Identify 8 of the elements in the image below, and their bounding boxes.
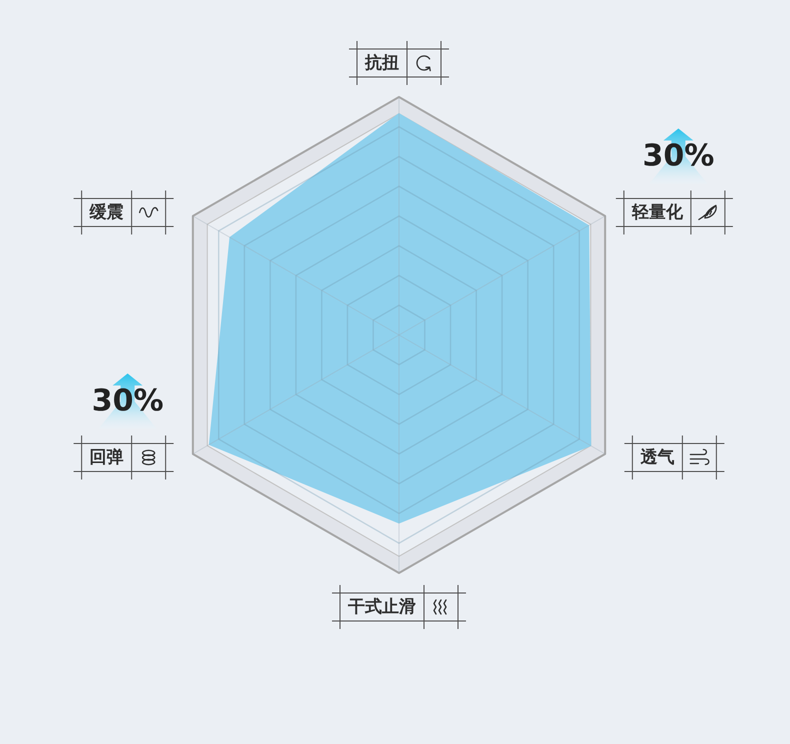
text: 30% [642, 138, 714, 174]
spoke-label: 缓震 [88, 202, 124, 222]
spoke-label: 干式止滑 [347, 597, 416, 617]
spoke-label: 回弹 [90, 448, 124, 468]
spoke-label: 透气 [639, 448, 674, 468]
text: 30% [92, 384, 164, 418]
spoke-label: 轻量化 [630, 202, 684, 222]
spoke-label: 抗扭 [364, 53, 399, 73]
